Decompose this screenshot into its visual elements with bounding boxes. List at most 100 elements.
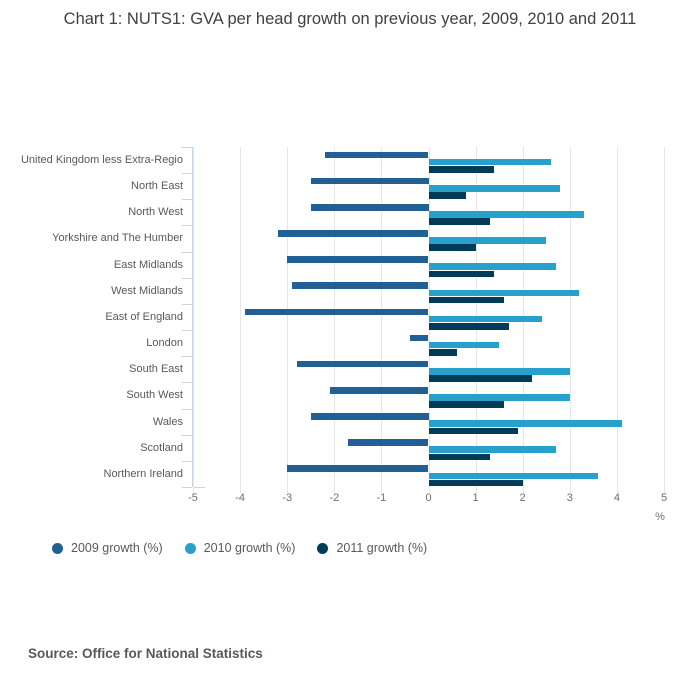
y-axis-tick <box>182 434 192 436</box>
legend-dot-icon <box>52 542 63 554</box>
bar-2010-united-kingdom-less-extra-regio <box>428 158 551 166</box>
legend-item-2010: 2010 growth (%) <box>184 541 296 555</box>
bar-2009-wales <box>310 413 429 420</box>
y-axis-tick <box>182 303 192 305</box>
bar-2011-west-midlands <box>428 296 504 304</box>
gridline--2 <box>334 147 336 493</box>
legend-item-2011: 2011 growth (%) <box>317 541 427 555</box>
gridline--3 <box>287 147 289 493</box>
y-axis-tick <box>182 330 192 332</box>
x-tick-label--2: -2 <box>329 492 340 504</box>
bar-2009-east-midlands <box>287 256 429 263</box>
bar-2011-scotland <box>428 453 490 461</box>
x-tick-label-4: 4 <box>613 492 620 504</box>
bar-2009-united-kingdom-less-extra-regio <box>324 151 429 159</box>
gridline--4 <box>240 147 242 493</box>
y-axis-tick <box>182 173 192 175</box>
bar-2011-south-west <box>428 401 504 408</box>
category-label-north-east: North East <box>131 180 183 193</box>
bar-2010-northern-ireland <box>428 472 599 480</box>
category-label-east-of-england: East of England <box>105 310 183 323</box>
y-axis-tick <box>182 356 192 358</box>
category-label-east-midlands: East Midlands <box>113 258 183 271</box>
bar-2010-south-east <box>428 368 570 375</box>
x-tick-label-3: 3 <box>566 492 573 504</box>
bar-2011-north-west <box>428 218 490 225</box>
bar-2009-south-west <box>329 386 429 394</box>
bar-2010-wales <box>428 420 622 427</box>
y-axis-tick <box>182 460 192 462</box>
bar-2010-south-west <box>428 394 570 401</box>
legend-dot-icon <box>184 542 196 554</box>
bar-2011-north-east <box>428 192 467 199</box>
category-label-scotland: Scotland <box>140 441 183 454</box>
gridline--1 <box>381 147 383 493</box>
x-tick-label-2: 2 <box>519 492 526 504</box>
source-text: Source: Office for National Statistics <box>28 646 263 661</box>
legend-label: 2011 growth (%) <box>336 541 428 555</box>
bar-2011-wales <box>428 427 518 435</box>
bar-2011-yorkshire-and-the-humber <box>428 244 476 252</box>
y-axis-bottom-tick <box>193 487 205 488</box>
legend-item-2009: 2009 growth (%) <box>52 541 163 555</box>
category-label-united-kingdom-less-extra-regio: United Kingdom less Extra-Regio <box>20 154 183 166</box>
bar-2009-east-of-england <box>244 308 429 316</box>
gridline-3 <box>569 147 571 493</box>
category-label-south-west: South West <box>126 389 183 402</box>
x-tick-label--3: -3 <box>282 492 293 504</box>
bar-2009-northern-ireland <box>287 465 429 473</box>
category-label-wales: Wales <box>152 415 183 428</box>
bar-2010-yorkshire-and-the-humber <box>428 237 547 244</box>
x-tick-label--5: -5 <box>188 492 198 504</box>
bar-2010-north-west <box>428 211 584 218</box>
bar-2011-south-east <box>428 375 533 382</box>
bar-2010-east-of-england <box>428 315 542 323</box>
y-axis-tick <box>182 487 192 488</box>
x-tick-label-0: 0 <box>425 492 432 504</box>
bar-2011-east-of-england <box>428 322 509 330</box>
bar-2009-north-west <box>310 203 429 211</box>
legend-label: 2009 growth (%) <box>71 541 163 555</box>
chart-title: Chart 1: NUTS1: GVA per head growth on p… <box>63 10 637 28</box>
category-label-west-midlands: West Midlands <box>111 284 183 297</box>
x-tick-label-5: 5 <box>660 492 668 504</box>
y-axis-tick <box>182 408 192 410</box>
category-label-northern-ireland: Northern Ireland <box>103 467 184 480</box>
bar-2009-scotland <box>348 439 429 446</box>
bar-2009-london <box>409 334 429 342</box>
bar-2011-united-kingdom-less-extra-regio <box>428 166 495 173</box>
gridline-4 <box>616 147 618 493</box>
category-label-north-west: North West <box>128 206 183 219</box>
y-axis-tick <box>182 251 192 253</box>
bar-2010-london <box>428 341 500 349</box>
x-tick-label--4: -4 <box>235 492 245 504</box>
bar-2010-scotland <box>428 446 556 454</box>
y-axis-line <box>192 147 193 487</box>
y-axis-tick <box>182 277 192 279</box>
category-label-london: London <box>146 337 183 350</box>
bar-2011-east-midlands <box>428 270 495 278</box>
category-label-yorkshire-and-the-humber: Yorkshire and The Humber <box>52 232 183 245</box>
legend-dot-icon <box>317 542 329 554</box>
bar-2009-south-east <box>296 360 429 368</box>
category-label-south-east: South East <box>129 363 183 376</box>
bar-2010-east-midlands <box>428 263 556 270</box>
bar-2010-north-east <box>428 184 561 192</box>
bar-2009-yorkshire-and-the-humber <box>277 230 429 237</box>
x-tick-label-1: 1 <box>472 492 479 504</box>
bar-2009-north-east <box>310 177 429 185</box>
y-axis-tick <box>182 225 192 227</box>
gridline-5 <box>664 147 665 493</box>
bar-2011-london <box>428 349 457 356</box>
legend-label: 2010 growth (%) <box>203 541 296 555</box>
y-axis-tick <box>182 199 192 201</box>
legend: 2009 growth (%) 2010 growth (%) 2011 growt… <box>52 541 427 555</box>
y-axis-tick <box>182 382 192 384</box>
x-tick-label--1: -1 <box>376 492 387 504</box>
bar-2010-west-midlands <box>428 289 580 297</box>
gridline--5 <box>193 147 194 493</box>
y-axis-tick <box>182 147 192 148</box>
bar-2009-west-midlands <box>291 282 429 289</box>
x-axis-unit-label: % <box>655 511 665 523</box>
